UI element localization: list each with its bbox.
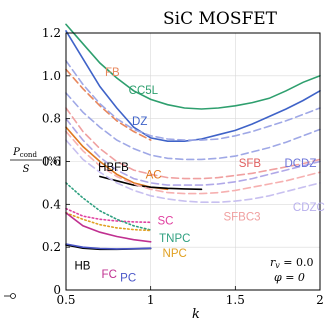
series-line-cdzc3 [65,139,321,203]
axis-ticks: 0.5 1 1.5 2 0 0.2 0.4 0.6 0.8 1.0 1.2 [42,26,324,307]
curve-label-npc: NPC [163,248,187,260]
y-tick-label-3: 0.6 [42,155,61,169]
curve-labels: FB CC5L DZ HBFB AC SFB DCDZ SFBC3 CDZC3 SC TNPC NPC… [74,67,325,285]
series-line-npc [65,212,152,232]
annotation-rv: rv = 0.0 [270,256,314,270]
series-lines [65,23,321,251]
series-line-hbfb [99,175,203,191]
curve-label-fb: FB [105,67,120,79]
y-label-denominator: S [23,164,30,175]
y-axis-label: Pcond S [%] [10,147,61,175]
left-edge-marker [4,293,16,299]
series-line-fc [65,212,152,243]
x-axis-label: k [192,307,200,321]
x-tick-label-1: 1 [147,293,155,307]
series-line-dz [65,30,321,142]
y-tick-label-5: 1.0 [42,69,61,83]
y-tick-label-2: 0.4 [42,197,61,211]
curve-label-dz: DZ [132,116,147,128]
series-line-dcdz [65,117,321,186]
series-line-fb [65,68,152,141]
curve-label-dcdz: DCDZ [284,158,316,170]
curve-label-cc5l: CC5L [129,85,159,97]
series-line-tnpc [65,182,152,231]
x-tick-label-3: 2 [316,293,324,307]
y-tick-label-0: 0 [53,283,61,297]
parameter-annotation: rv = 0.0 φ = 0 [270,256,314,284]
x-tick-label-0: 0.5 [56,293,75,307]
series-line-sc [65,207,152,224]
curve-label-pc: PC [120,272,136,284]
curve-label-sfb: SFB [239,158,262,170]
series-line-pc [65,243,152,250]
curve-label-sc: SC [157,216,173,228]
series-line-unlabeled-3 [65,60,321,141]
series-line-sfbc3 [65,130,321,195]
series-line-unlabeled-4 [65,92,321,161]
curve-label-ac: AC [146,170,162,182]
curve-label-sfbc3: SFBC3 [223,211,260,223]
annotation-phi: φ = 0 [274,271,305,284]
y-tick-label-1: 0.2 [42,240,61,254]
curve-label-hbfb: HBFB [98,162,129,174]
y-tick-label-6: 1.2 [42,26,61,40]
y-label-numerator: Pcond [12,147,37,159]
curve-label-tnpc: TNPC [159,233,190,245]
x-tick-label-2: 1.5 [226,293,245,307]
chart-title: SiC MOSFET [163,9,278,29]
curve-label-hb: HB [74,261,90,273]
y-tick-label-4: 0.8 [42,112,61,126]
y-label-unit: [%] [44,156,61,167]
series-line-cc5l [65,23,321,110]
series-line-sfb [65,107,321,180]
curve-label-cdzc3: CDZC3 [293,202,325,214]
curve-label-fc: FC [102,269,117,281]
